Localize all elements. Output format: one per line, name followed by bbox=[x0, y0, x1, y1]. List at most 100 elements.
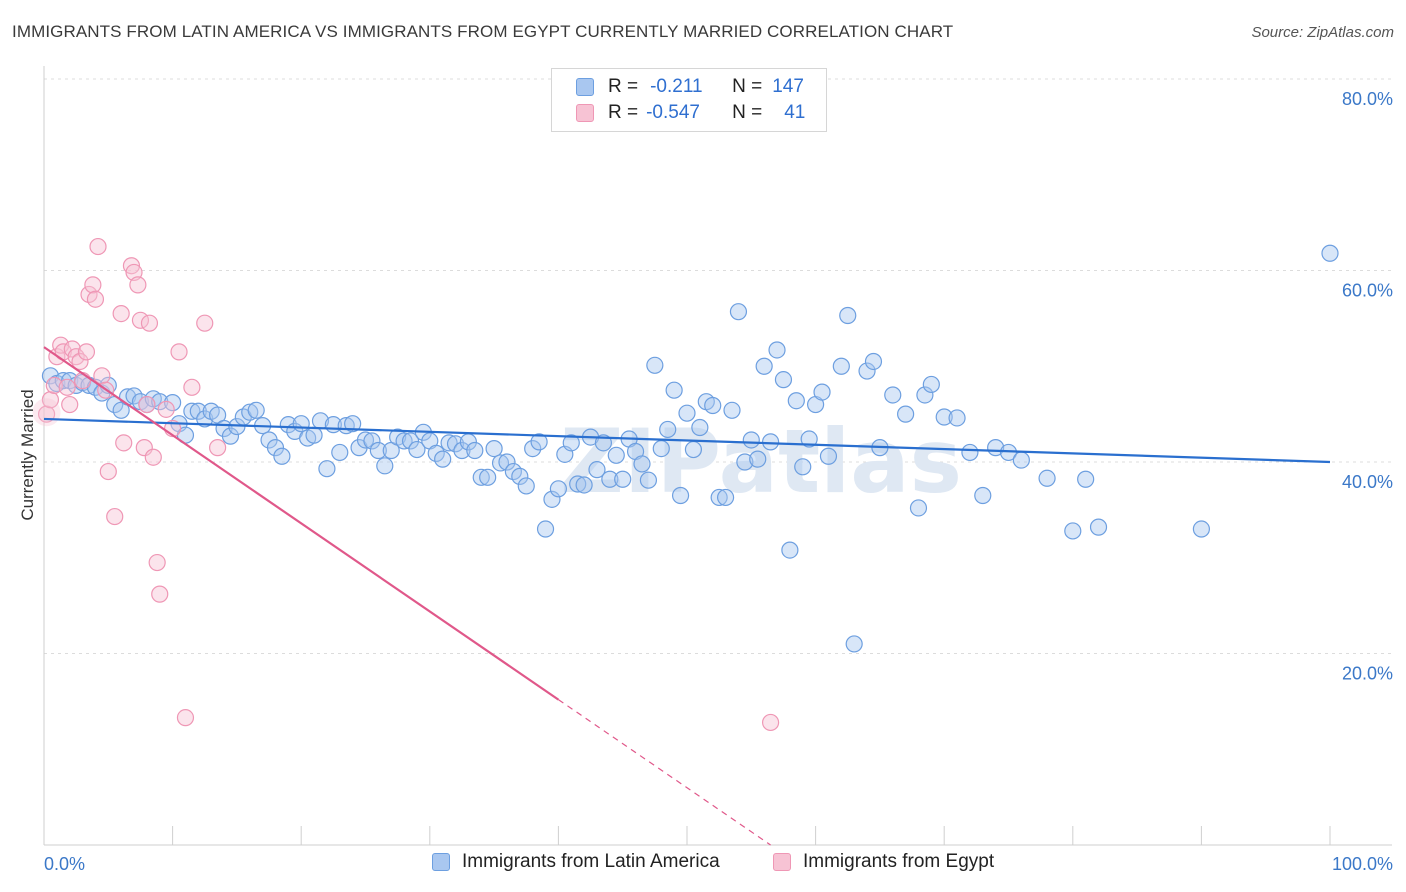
data-point-egypt bbox=[140, 314, 159, 332]
data-point-latin-america bbox=[279, 416, 297, 434]
axes bbox=[43, 66, 1392, 846]
data-point-latin-america bbox=[446, 435, 465, 453]
data-point-latin-america bbox=[858, 362, 876, 380]
data-point-latin-america bbox=[614, 470, 632, 488]
data-point-latin-america bbox=[774, 371, 793, 389]
legend-label: Immigrants from Latin America bbox=[462, 851, 720, 872]
data-point-latin-america bbox=[266, 439, 285, 457]
data-point-latin-america bbox=[498, 453, 516, 471]
data-point-latin-america bbox=[1077, 470, 1095, 488]
data-point-egypt bbox=[196, 314, 214, 332]
data-point-egypt bbox=[138, 395, 156, 414]
data-point-latin-america bbox=[530, 433, 548, 451]
data-point-latin-america bbox=[974, 486, 992, 505]
legend-row-egypt: R = -0.547 N = 41 bbox=[576, 101, 805, 125]
trend-lines bbox=[43, 346, 1331, 846]
y-axis-title: Currently Married bbox=[18, 389, 37, 520]
data-point-latin-america bbox=[749, 450, 767, 468]
trend-line-latin-america bbox=[43, 417, 1331, 464]
data-point-latin-america bbox=[723, 401, 741, 419]
data-point-latin-america bbox=[369, 441, 387, 460]
data-point-latin-america bbox=[485, 439, 503, 458]
trend-line-egypt-extension bbox=[558, 699, 771, 846]
n-value: 41 bbox=[784, 102, 806, 123]
data-point-egypt bbox=[106, 507, 124, 526]
r-label: R = bbox=[608, 102, 639, 123]
data-point-latin-america bbox=[401, 432, 420, 450]
data-point-latin-america bbox=[633, 455, 651, 473]
data-point-latin-america bbox=[916, 386, 934, 404]
y-tick-label: 80.0% bbox=[1342, 89, 1393, 109]
source-credit: Source: ZipAtlas.com bbox=[1251, 24, 1394, 41]
data-point-latin-america bbox=[710, 488, 728, 507]
data-point-egypt bbox=[115, 434, 133, 452]
data-point-latin-america bbox=[684, 440, 703, 459]
r-value: -0.211 bbox=[650, 76, 703, 97]
data-point-latin-america bbox=[395, 432, 413, 450]
data-point-latin-america bbox=[434, 450, 452, 468]
data-point-egypt bbox=[129, 276, 147, 294]
data-point-latin-america bbox=[588, 461, 606, 479]
data-point-latin-america bbox=[292, 415, 310, 433]
data-point-latin-america bbox=[639, 471, 658, 489]
data-point-latin-america bbox=[440, 434, 458, 452]
n-label: N = bbox=[732, 102, 763, 123]
data-point-latin-america bbox=[787, 392, 805, 410]
data-point-latin-america bbox=[543, 490, 561, 508]
data-point-latin-america bbox=[601, 470, 619, 488]
data-point-latin-america bbox=[671, 486, 690, 505]
data-point-latin-america bbox=[472, 468, 490, 486]
data-point-latin-america bbox=[736, 453, 754, 471]
data-point-egypt bbox=[99, 462, 117, 481]
data-point-egypt bbox=[122, 257, 141, 275]
data-point-latin-america bbox=[839, 306, 857, 325]
data-point-egypt bbox=[89, 237, 107, 256]
data-point-egypt bbox=[77, 343, 96, 361]
series-latin-america-points bbox=[41, 244, 1339, 653]
data-point-egypt bbox=[144, 448, 162, 466]
chart-title: IMMIGRANTS FROM LATIN AMERICA VS IMMIGRA… bbox=[12, 22, 954, 41]
data-point-latin-america bbox=[1192, 520, 1211, 538]
data-point-egypt bbox=[86, 290, 105, 308]
r-label: R = bbox=[608, 76, 639, 97]
data-point-egypt bbox=[73, 372, 92, 390]
data-point-latin-america bbox=[524, 439, 542, 458]
data-point-latin-america bbox=[318, 460, 336, 478]
x-tick-labels: 0.0% 100.0% bbox=[44, 854, 1393, 874]
n-value: 147 bbox=[772, 76, 804, 97]
data-point-latin-america bbox=[768, 341, 786, 359]
data-point-latin-america bbox=[1038, 469, 1056, 487]
y-tick-label: 40.0% bbox=[1342, 472, 1393, 492]
data-point-latin-america bbox=[716, 488, 735, 507]
legend-item-egypt: Immigrants from Egypt bbox=[773, 851, 994, 873]
data-point-latin-america bbox=[607, 446, 625, 464]
data-point-latin-america bbox=[729, 303, 748, 321]
data-point-latin-america bbox=[491, 454, 510, 472]
data-point-latin-america bbox=[247, 401, 265, 419]
trend-line-egypt bbox=[43, 346, 560, 701]
data-point-latin-america bbox=[1321, 244, 1339, 262]
blue-swatch-icon bbox=[432, 853, 450, 871]
data-point-latin-america bbox=[221, 427, 240, 445]
data-point-latin-america bbox=[935, 408, 953, 426]
data-point-latin-america bbox=[897, 405, 915, 423]
data-point-latin-america bbox=[511, 467, 529, 485]
data-point-egypt bbox=[58, 378, 76, 396]
data-point-latin-america bbox=[819, 447, 838, 465]
data-point-latin-america bbox=[665, 381, 683, 399]
data-point-latin-america bbox=[909, 499, 928, 517]
data-point-egypt bbox=[209, 439, 227, 457]
data-point-latin-america bbox=[961, 443, 979, 462]
data-point-latin-america bbox=[691, 418, 709, 437]
data-point-latin-america bbox=[646, 356, 664, 374]
data-point-latin-america bbox=[845, 635, 863, 653]
data-point-egypt bbox=[45, 376, 63, 394]
pink-swatch-icon bbox=[576, 104, 594, 122]
data-point-latin-america bbox=[922, 375, 940, 394]
data-point-latin-america bbox=[273, 447, 291, 465]
data-point-latin-america bbox=[832, 357, 850, 375]
data-point-latin-america bbox=[517, 477, 535, 495]
data-point-latin-america bbox=[331, 443, 349, 462]
data-point-latin-america bbox=[305, 426, 323, 444]
